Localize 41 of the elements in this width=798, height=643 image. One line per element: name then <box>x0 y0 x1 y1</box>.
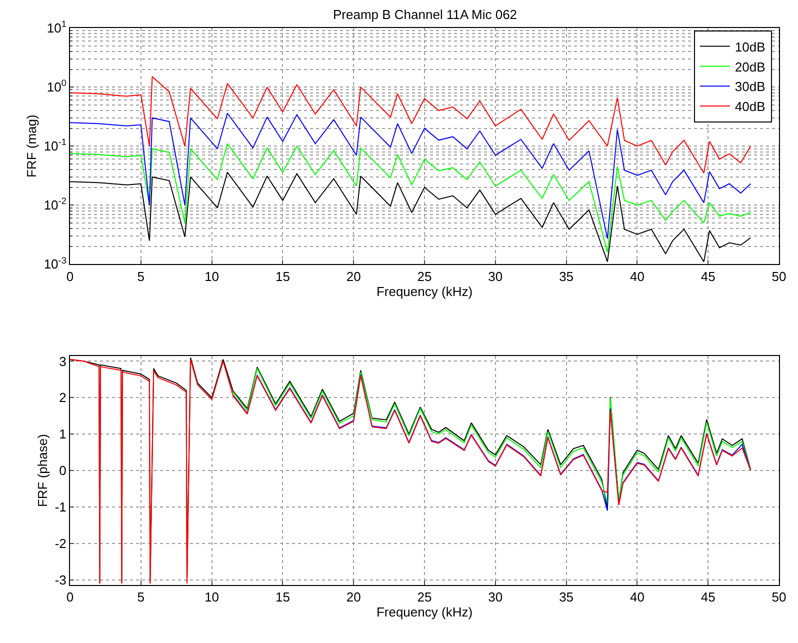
x-tick-label: 45 <box>700 590 716 605</box>
x-tick-label: 50 <box>772 268 786 284</box>
y-tick-label: -2 <box>54 536 66 551</box>
y-tick-label: 10$^{0}$ <box>46 78 66 95</box>
x-tick-label: 30 <box>488 590 503 605</box>
legend-label: 40dB <box>734 99 766 114</box>
x-tick-label: 20 <box>346 268 361 284</box>
x-tick-label: 20 <box>346 590 361 605</box>
chart-title: Preamp B Channel 11A Mic 062 <box>333 7 518 22</box>
x-axis-title: Frequency (kHz) <box>376 604 473 620</box>
x-tick-label: 30 <box>488 268 503 284</box>
legend-label: 30dB <box>734 79 766 94</box>
legend-label: 20dB <box>734 59 766 74</box>
x-tick-label: 5 <box>137 268 145 284</box>
x-tick-label: 40 <box>630 590 644 605</box>
x-tick-label: 10 <box>204 268 220 284</box>
x-tick-label: 5 <box>137 590 145 605</box>
y-tick-label: 10$^{-2}$ <box>44 196 66 213</box>
y-tick-label: 1 <box>59 426 66 442</box>
x-tick-label: 35 <box>559 268 574 284</box>
y-tick-label: 10$^{-1}$ <box>44 137 66 154</box>
x-tick-label: 25 <box>417 590 432 605</box>
x-tick-label: 40 <box>630 268 644 284</box>
y-tick-label: -1 <box>54 500 66 515</box>
x-tick-label: 35 <box>559 590 574 605</box>
y-tick-label: 10$^{1}$ <box>46 19 66 36</box>
y-axis-title: FRF (phase) <box>34 434 50 508</box>
x-tick-label: 50 <box>772 590 786 605</box>
y-tick-label: -3 <box>54 572 66 588</box>
x-tick-label: 45 <box>700 268 716 284</box>
y-tick-label: 3 <box>59 354 66 369</box>
x-axis-title: Frequency (kHz) <box>376 284 473 299</box>
legend-label: 10dB <box>734 39 766 54</box>
x-tick-label: 15 <box>275 268 290 284</box>
x-tick-label: 10 <box>204 590 220 605</box>
y-tick-label: 10$^{-3}$ <box>44 255 66 272</box>
y-tick-label: 0 <box>59 463 66 478</box>
x-tick-label: 25 <box>417 268 432 284</box>
x-tick-label: 15 <box>275 590 290 605</box>
y-tick-label: 2 <box>59 390 66 406</box>
y-axis-title: FRF (mag) <box>24 114 39 178</box>
